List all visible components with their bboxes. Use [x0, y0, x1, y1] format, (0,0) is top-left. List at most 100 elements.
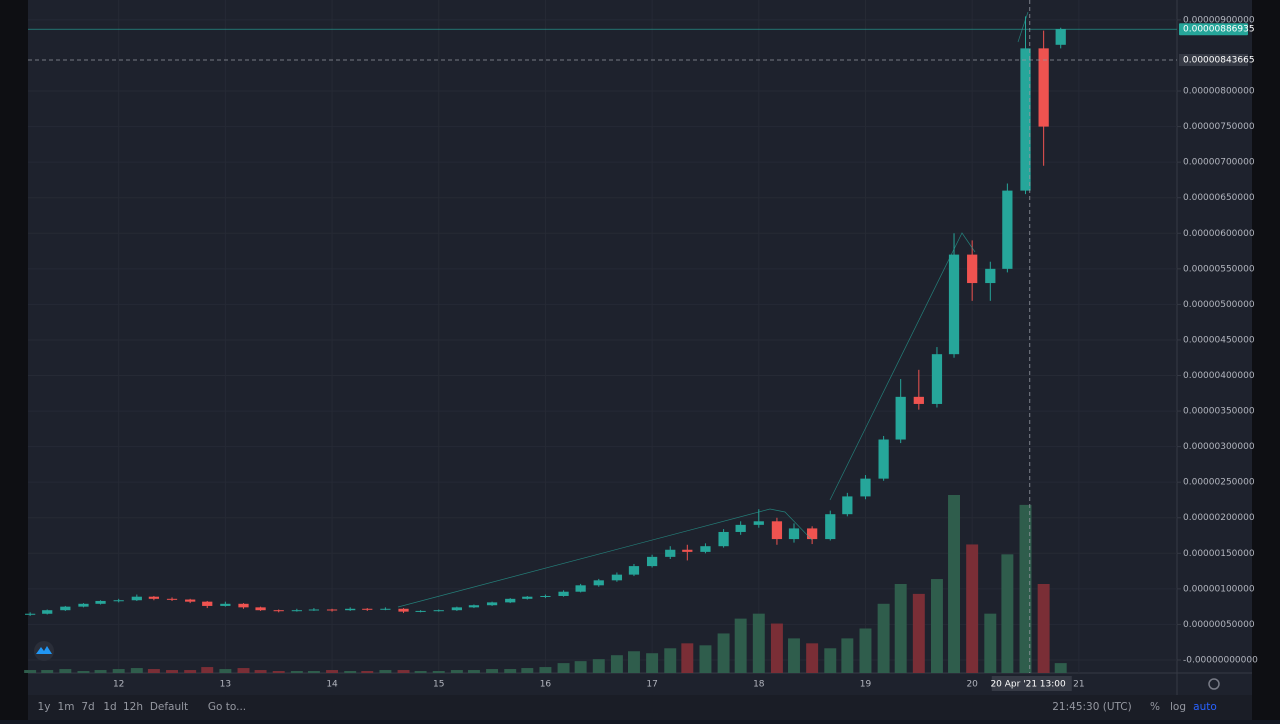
candle-body: [185, 599, 196, 602]
volume-bar: [486, 669, 499, 673]
x-tick-label: 18: [753, 680, 765, 690]
volume-bar: [717, 633, 730, 673]
y-tick-label: 0.00000350000: [1183, 407, 1255, 417]
y-tick-label: 0.00000800000: [1183, 87, 1255, 97]
y-tick-label: -0.00000000000: [1183, 655, 1258, 665]
x-tick-label: 15: [433, 680, 444, 690]
logo-mark: [36, 646, 52, 654]
x-tick-label: 12: [113, 680, 124, 690]
candle-body: [788, 528, 800, 540]
volume-bar: [290, 671, 303, 673]
candle-body: [878, 439, 889, 479]
volume-bar: [201, 667, 214, 673]
candle-body: [255, 607, 266, 611]
x-tick-label: 19: [860, 680, 872, 690]
candle-body: [948, 254, 960, 355]
volume-bar: [130, 668, 143, 673]
y-tick-label: 0.00000450000: [1183, 335, 1255, 345]
candle-body: [522, 596, 533, 599]
y-tick-label: 0.00000100000: [1183, 584, 1255, 594]
axes: -0.00000000000 0.00000050000 0.00000100000…: [28, 0, 1258, 691]
volume-bar: [219, 669, 232, 673]
volume-bar: [112, 669, 125, 673]
candle-body: [166, 598, 178, 600]
volume-bar: [664, 648, 677, 673]
volume-bar: [752, 613, 765, 673]
volume-bar: [344, 671, 357, 673]
toolbar-bg: [28, 695, 1252, 720]
y-tick-label: 0.00000600000: [1183, 229, 1255, 239]
candle-body: [540, 595, 551, 597]
volume-bar: [272, 671, 285, 673]
default-button[interactable]: Default: [150, 701, 188, 713]
candle-body: [220, 603, 231, 606]
volume-bar: [610, 655, 623, 673]
grid: [28, 0, 1177, 673]
candle-body: [558, 591, 569, 596]
candle-body: [646, 556, 658, 567]
chart-panel: [28, 0, 1252, 695]
volume-bar: [237, 668, 250, 673]
volume-bar: [592, 659, 605, 673]
y-tick-label: 0.00000050000: [1183, 620, 1255, 630]
volume-bar: [326, 670, 339, 673]
candle-body: [362, 608, 373, 610]
volume-bar: [699, 645, 712, 673]
candle-body: [238, 603, 249, 608]
candle-body: [1020, 48, 1031, 191]
volume-bar: [41, 670, 54, 673]
y-tick-label: 0.00000750000: [1183, 122, 1255, 132]
volume-bar: [521, 668, 534, 673]
candle-body: [593, 580, 604, 586]
range-button[interactable]: 7d: [81, 701, 94, 713]
candle-body: [60, 606, 71, 611]
candle-body: [575, 585, 586, 592]
candle-body: [860, 478, 871, 497]
range-button[interactable]: 12h: [123, 701, 143, 713]
range-button[interactable]: 1y: [38, 701, 51, 713]
log-toggle[interactable]: log: [1170, 701, 1186, 713]
candle-body: [700, 546, 711, 552]
y-tick-label: 0.00000650000: [1183, 193, 1255, 203]
candle-body: [451, 607, 462, 611]
candle-body: [1055, 29, 1066, 45]
candle-body: [628, 566, 640, 575]
volume-bar: [94, 670, 107, 673]
goto-button[interactable]: Go to...: [208, 701, 246, 713]
volume-bar: [504, 669, 517, 673]
volume-bar: [184, 670, 197, 673]
crosshair-date: 20 Apr '21: [990, 680, 1037, 690]
volume-bar: [930, 579, 943, 673]
candle-body: [291, 610, 302, 612]
candle-body: [735, 524, 746, 532]
candle-body: [718, 531, 729, 547]
last-price-label: 0.00000886935: [1183, 25, 1255, 35]
x-tick-label: 14: [326, 680, 338, 690]
range-button[interactable]: 1m: [58, 701, 75, 713]
auto-toggle[interactable]: auto: [1193, 701, 1217, 713]
volume-bar: [681, 643, 694, 673]
volume-bar: [574, 661, 587, 673]
candle-body: [415, 610, 426, 612]
y-tick-label: 0.00000400000: [1183, 371, 1255, 381]
y-tick-label: 0.00000900000: [1183, 15, 1255, 25]
volume-bar: [147, 669, 160, 673]
candle-body: [433, 610, 444, 612]
volume-bar: [432, 671, 445, 673]
settings-icon[interactable]: [1208, 678, 1220, 690]
volume-bar: [414, 671, 427, 673]
volume-bar: [627, 651, 640, 673]
candle-layer: [25, 16, 1066, 616]
volume-bar: [788, 638, 800, 673]
y-tick-label: 0.00000250000: [1183, 478, 1255, 488]
percent-toggle[interactable]: %: [1150, 701, 1160, 713]
range-button[interactable]: 1d: [103, 701, 116, 713]
volume-bar: [841, 638, 854, 673]
candle-body: [1038, 48, 1049, 127]
candle-body: [326, 609, 338, 611]
candle-body: [113, 600, 124, 602]
volume-layer: [24, 495, 1067, 673]
crosshair-time-box: [991, 676, 1072, 691]
x-tick-label: 21: [1073, 680, 1084, 690]
